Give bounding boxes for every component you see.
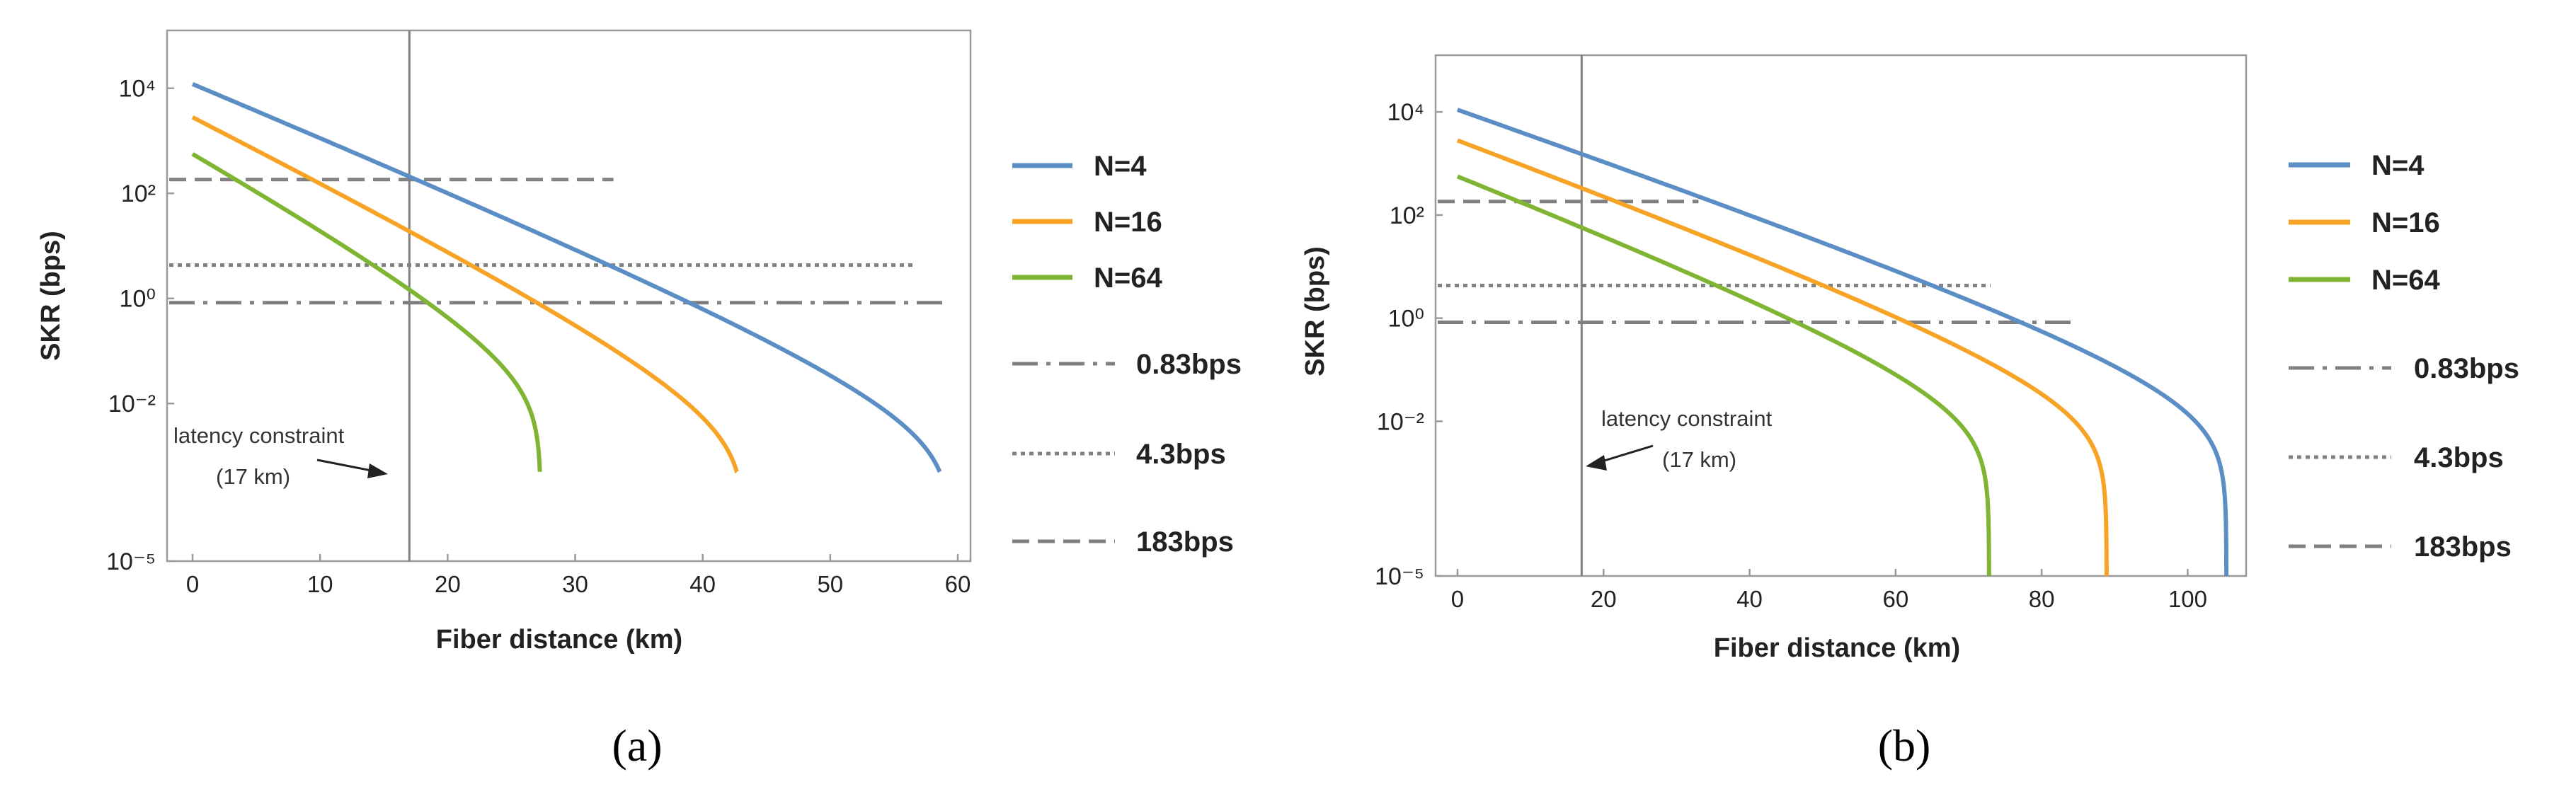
series-line-N=64 — [1456, 174, 1991, 576]
series-line-N=4 — [1456, 108, 2229, 578]
y-tick-label: 10⁻⁵ — [106, 548, 156, 575]
panel-b-latency-label: latency constraint — [1601, 406, 1773, 431]
y-tick-label: 10⁰ — [1388, 306, 1424, 333]
x-tick-label: 0 — [186, 571, 199, 597]
series-line-N=16 — [1456, 138, 2109, 577]
panel-a-curves — [191, 82, 942, 474]
panel-a-legend: N=4 N=16 N=64 0.83bps 4.3bps 183bps — [1012, 151, 1242, 558]
panel-a-caption: (a) — [612, 720, 662, 771]
panel-a-ticks: 0 10 20 30 40 50 60 10⁴ 10² 10⁰ 10⁻² 10⁻⁵ — [106, 76, 971, 597]
x-tick-label: 30 — [562, 571, 588, 597]
legend-b-43-label: 4.3bps — [2414, 442, 2504, 473]
panel-b-caption: (b) — [1878, 720, 1931, 771]
panel-b-y-axis-label: SKR (bps) — [1300, 246, 1330, 376]
y-tick-label: 10⁻² — [108, 391, 156, 417]
legend-a-083-label: 0.83bps — [1136, 349, 1242, 380]
y-tick-label: 10⁴ — [119, 76, 156, 103]
x-tick-label: 60 — [1883, 586, 1909, 612]
legend-b-183-label: 183bps — [2414, 531, 2512, 563]
panel-b-ticks: 0 20 40 60 80 100 10⁴ 10² 10⁰ 10⁻² 10⁻⁵ — [1375, 99, 2207, 612]
y-tick-label: 10⁻² — [1377, 408, 1424, 435]
series-line-N=16 — [191, 115, 739, 474]
panel-b-threshold-lines — [1438, 200, 2071, 325]
legend-b-083-label: 0.83bps — [2414, 353, 2519, 384]
panel-b-x-axis-label: Fiber distance (km) — [1714, 633, 1960, 663]
panel-b-legend: N=4 N=16 N=64 0.83bps 4.3bps 183bps — [2289, 150, 2519, 563]
panel-b-latency-sublabel: (17 km) — [1662, 447, 1736, 472]
legend-b-n4-label: N=4 — [2371, 150, 2425, 181]
panel-b-latency-arrowhead — [1586, 455, 1607, 471]
x-tick-label: 100 — [2168, 586, 2207, 612]
y-tick-label: 10² — [1390, 202, 1424, 229]
x-tick-label: 20 — [1591, 586, 1617, 612]
panel-a-latency-arrowhead — [367, 463, 388, 478]
panel-a-latency-label: latency constraint — [173, 423, 345, 448]
y-tick-label: 10⁴ — [1387, 99, 1424, 126]
panel-a-threshold-lines — [169, 178, 945, 305]
x-tick-label: 0 — [1451, 586, 1464, 612]
panel-a-latency-sublabel: (17 km) — [216, 464, 290, 489]
panel-b-plot-frame — [1434, 54, 2248, 577]
legend-b-n64-label: N=64 — [2371, 265, 2440, 296]
legend-b-n16-label: N=16 — [2371, 207, 2440, 238]
legend-a-n4-label: N=4 — [1094, 151, 1147, 182]
x-tick-label: 50 — [817, 571, 843, 597]
y-tick-label: 10² — [121, 180, 156, 207]
panel-b-chart: 0 20 40 60 80 100 10⁴ 10² 10⁰ 10⁻² 10⁻⁵ latency co… — [1300, 54, 2519, 771]
x-tick-label: 60 — [945, 571, 971, 597]
legend-a-n16-label: N=16 — [1094, 207, 1162, 238]
x-tick-label: 10 — [307, 571, 333, 597]
series-line-N=64 — [191, 152, 542, 473]
panel-a-x-axis-label: Fiber distance (km) — [436, 625, 682, 655]
x-tick-label: 40 — [1736, 586, 1763, 612]
y-tick-label: 10⁰ — [120, 286, 156, 313]
legend-a-43-label: 4.3bps — [1136, 439, 1226, 470]
series-line-N=4 — [191, 82, 942, 474]
legend-a-183-label: 183bps — [1136, 526, 1234, 558]
panel-a-y-axis-label: SKR (bps) — [36, 231, 66, 361]
x-tick-label: 40 — [689, 571, 716, 597]
y-tick-label: 10⁻⁵ — [1375, 563, 1424, 590]
panel-a-plot-frame — [166, 29, 972, 563]
x-tick-label: 80 — [2029, 586, 2055, 612]
panel-a-chart: 0 10 20 30 40 50 60 10⁴ 10² 10⁰ 10⁻² 10⁻⁵ latency c… — [36, 29, 1242, 771]
x-tick-label: 20 — [435, 571, 461, 597]
legend-a-n64-label: N=64 — [1094, 263, 1162, 294]
panel-b-curves — [1456, 108, 2229, 578]
